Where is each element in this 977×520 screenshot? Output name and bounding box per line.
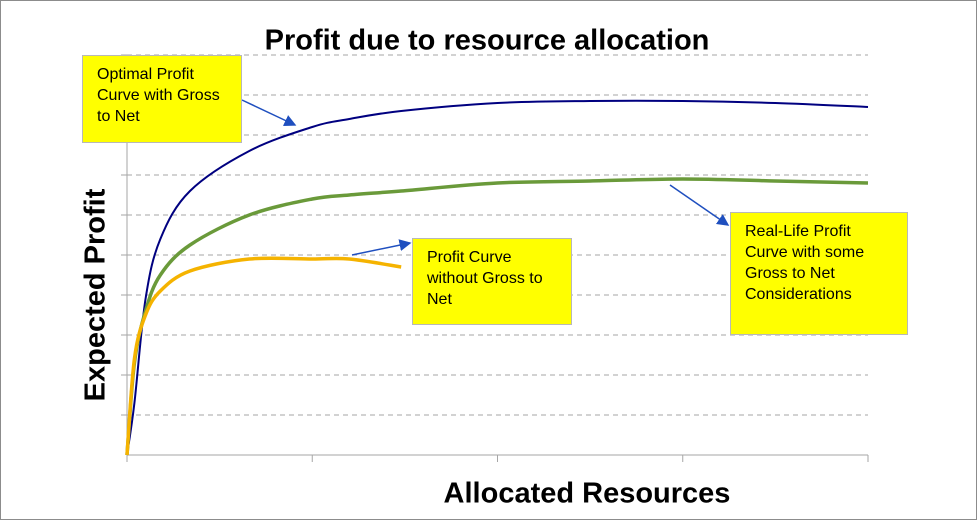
annotation: Optimal Profit Curve with Gross to Net [82,55,242,143]
chart-title: Profit due to resource allocation [265,25,710,57]
x-axis-label: Allocated Resources [444,478,731,510]
annotation: Profit Curve without Gross to Net [412,238,572,325]
profit-curve [125,256,402,456]
arrow [669,184,730,226]
profit-curve [125,177,869,456]
arrow [241,99,297,126]
y-axis-label: Expected Profit [80,188,112,401]
annotation: Real-Life Profit Curve with some Gross t… [730,212,908,335]
profit-curve [126,99,869,456]
arrow [351,239,412,256]
